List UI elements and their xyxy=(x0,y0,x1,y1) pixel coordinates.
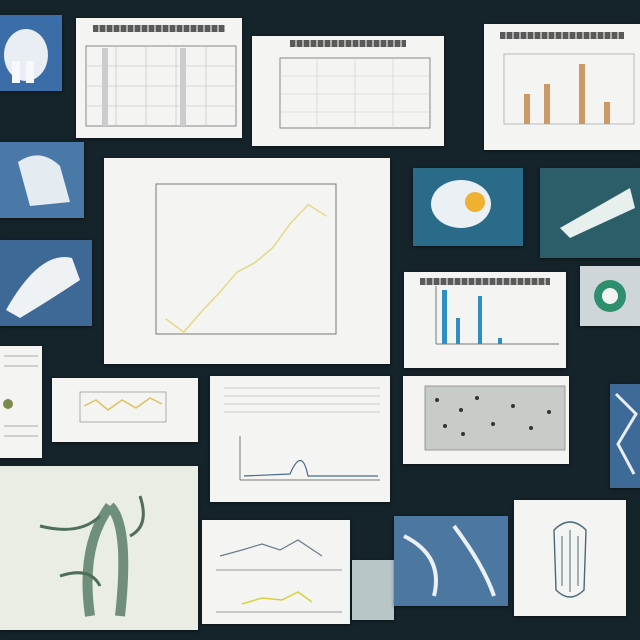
card-header-text xyxy=(420,277,550,285)
data-point xyxy=(271,246,274,249)
data-point xyxy=(182,331,185,333)
series-line xyxy=(165,203,327,334)
peak-chart-icon xyxy=(224,387,380,481)
data-point xyxy=(307,203,310,206)
data-point xyxy=(254,261,256,264)
data-point xyxy=(325,215,327,217)
circle-specimen-icon xyxy=(594,280,626,312)
document-card-center xyxy=(210,376,390,502)
specimen-photo-icon xyxy=(610,384,640,488)
line-chart-icon xyxy=(216,539,342,613)
bar-chart-card-top xyxy=(76,18,242,138)
photo-card-left-2 xyxy=(0,240,92,326)
text-card-left xyxy=(0,346,42,458)
photo-card-bottom xyxy=(394,516,508,606)
specimen-photo-icon xyxy=(413,168,523,246)
data-point xyxy=(218,291,221,294)
data-point xyxy=(236,271,238,273)
double-chart-card xyxy=(202,520,350,624)
plant-illustration-card xyxy=(0,466,198,630)
scatter-chart-icon xyxy=(424,385,566,451)
specimen-photo-icon xyxy=(0,142,84,218)
main-line-chart-card xyxy=(104,158,390,364)
photo-card-top-left xyxy=(0,15,62,91)
photo-card-far-right xyxy=(610,384,640,488)
line-chart-icon xyxy=(79,391,167,423)
data-point xyxy=(289,222,292,225)
plant-illustration-icon xyxy=(39,495,145,617)
texture-card xyxy=(352,560,394,620)
diagram-card-bottom-right xyxy=(514,500,626,616)
structure-diagram-icon xyxy=(553,521,587,598)
line-chart xyxy=(155,183,337,335)
specimen-photo-icon xyxy=(0,240,92,326)
data-point xyxy=(200,310,203,313)
photo-card-left xyxy=(0,142,84,218)
bar-chart-icon xyxy=(503,53,635,125)
card-header-text xyxy=(92,25,226,33)
card-header-text xyxy=(499,31,625,39)
specimen-photo-icon xyxy=(540,168,640,258)
grid-chart-icon xyxy=(85,45,237,127)
bar-chart-icon xyxy=(435,286,559,345)
photo-card-right-2 xyxy=(540,168,640,258)
card-header-text xyxy=(290,40,406,47)
line-chart-card-top xyxy=(252,36,444,146)
plot-frame xyxy=(155,183,337,335)
document-lines-icon xyxy=(3,355,38,437)
specimen-photo-icon xyxy=(0,15,62,91)
specimen-photo-icon xyxy=(394,516,508,606)
dot-photo-card xyxy=(580,266,640,326)
scatter-chart-card xyxy=(403,376,569,464)
small-line-chart-card xyxy=(52,378,198,442)
bar-chart-card-right xyxy=(404,272,566,368)
grid-chart-icon xyxy=(279,57,431,129)
bar-chart-card-top-right xyxy=(484,24,640,150)
photo-card-right xyxy=(413,168,523,246)
data-point xyxy=(165,318,167,320)
